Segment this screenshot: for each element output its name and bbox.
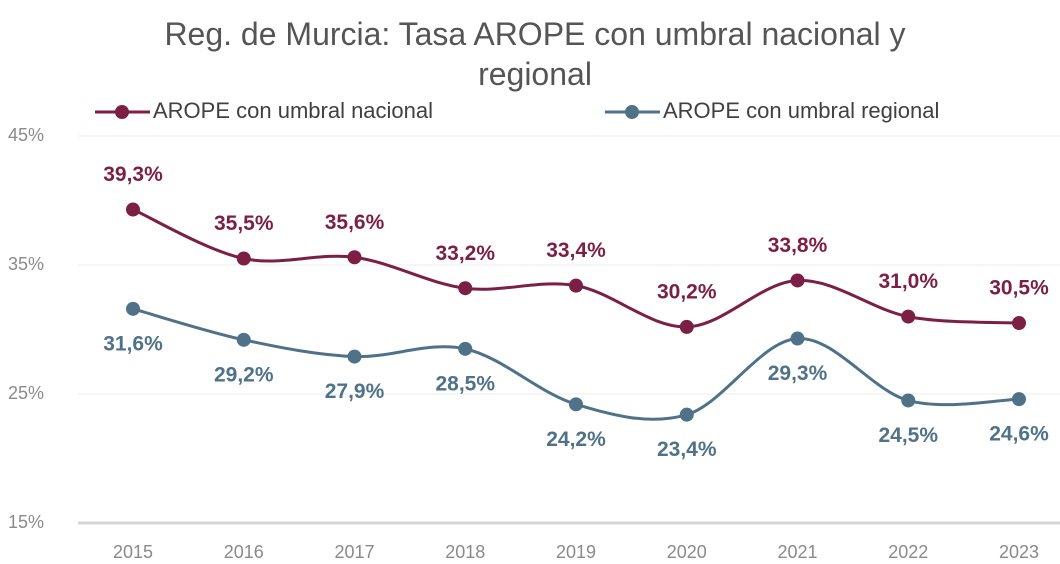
y-tick-label: 45%	[8, 125, 44, 145]
data-point	[236, 332, 251, 347]
data-label: 33,8%	[768, 234, 828, 257]
data-point	[1012, 316, 1026, 331]
legend-label: AROPE con umbral nacional	[153, 98, 433, 123]
data-point	[126, 202, 140, 217]
data-point	[236, 251, 251, 266]
data-point	[347, 349, 362, 364]
data-point	[569, 397, 583, 412]
x-tick-label: 2016	[224, 542, 264, 562]
x-tick-label: 2018	[445, 542, 485, 562]
x-tick-label: 2020	[667, 542, 707, 562]
chart-title: Reg. de Murcia: Tasa AROPE con umbral na…	[164, 16, 906, 92]
x-tick-label: 2022	[888, 542, 928, 562]
data-label: 35,6%	[325, 211, 385, 234]
data-label: 33,4%	[546, 239, 606, 262]
y-tick-label: 25%	[8, 383, 44, 403]
legend-marker	[115, 105, 129, 119]
x-tick-label: 2015	[113, 542, 153, 562]
data-point	[458, 341, 473, 356]
y-tick-label: 35%	[8, 254, 44, 274]
data-label: 29,2%	[214, 363, 274, 386]
data-label: 33,2%	[435, 242, 495, 265]
data-label: 29,3%	[768, 362, 828, 385]
y-tick-label: 15%	[8, 512, 44, 532]
data-point	[1012, 392, 1026, 407]
data-label: 30,2%	[657, 280, 717, 303]
data-point	[790, 331, 805, 346]
data-label: 31,6%	[103, 332, 163, 355]
data-point	[347, 250, 362, 265]
x-tick-label: 2023	[999, 542, 1039, 562]
legend-label: AROPE con umbral regional	[663, 98, 939, 123]
data-label: 28,5%	[435, 372, 495, 395]
data-label: 24,2%	[546, 428, 606, 451]
data-label: 39,3%	[103, 163, 163, 186]
data-label: 35,5%	[214, 212, 274, 235]
data-label: 30,5%	[989, 277, 1049, 300]
data-label: 24,5%	[878, 424, 938, 447]
data-label: 24,6%	[989, 423, 1049, 446]
data-point	[679, 319, 694, 334]
legend-marker	[625, 105, 639, 119]
data-point	[569, 278, 583, 293]
data-label: 27,9%	[325, 380, 385, 403]
data-point	[901, 393, 916, 408]
data-point	[458, 281, 473, 296]
data-point	[126, 301, 140, 316]
data-point	[679, 407, 694, 422]
x-tick-label: 2019	[556, 542, 596, 562]
data-label: 23,4%	[657, 438, 717, 461]
x-tick-label: 2021	[777, 542, 817, 562]
data-point	[901, 309, 916, 324]
data-point	[790, 273, 805, 288]
data-label: 31,0%	[878, 270, 938, 293]
x-tick-label: 2017	[334, 542, 374, 562]
